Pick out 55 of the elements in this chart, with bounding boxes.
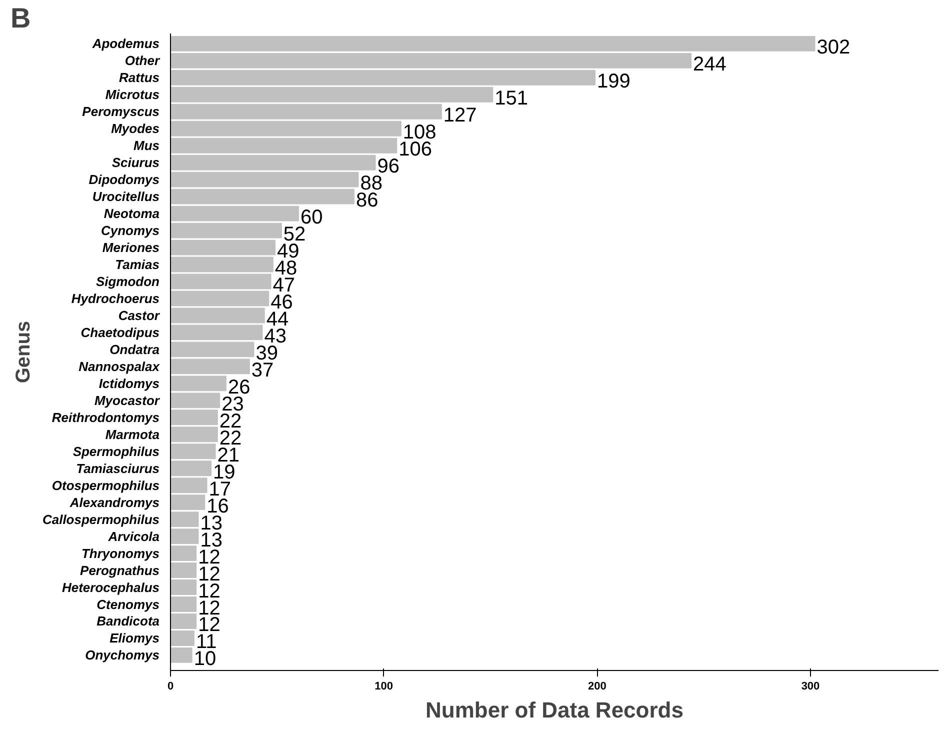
y-tick-label: Rattus <box>119 70 160 86</box>
data-label: 302 <box>816 36 850 59</box>
y-tick-label: Microtus <box>105 87 160 102</box>
y-tick-label: Sciurus <box>112 155 160 170</box>
data-label: 244 <box>693 54 726 76</box>
y-tick-label: Chaetodipus <box>80 324 160 340</box>
y-tick-label: Reithrodontomys <box>52 410 160 425</box>
y-tick-label: Urocitellus <box>92 189 160 204</box>
y-tick-label: Spermophilus <box>72 444 160 459</box>
y-tick-label: Meriones <box>102 240 160 256</box>
y-tick-label: Tamiasciurus <box>76 460 160 476</box>
y-tick-label: Perognathus <box>80 562 160 578</box>
y-tick-label: Callospermophilus <box>42 512 160 527</box>
y-tick-label: Cynomys <box>100 223 160 238</box>
y-tick-label: Ictidomys <box>98 376 160 391</box>
y-tick-label: Tamias <box>115 257 160 272</box>
x-tick-label: 100 <box>374 680 394 692</box>
y-tick-label: Eliomys <box>110 630 160 646</box>
data-label: 86 <box>356 190 378 212</box>
y-tick-label: Marmota <box>105 426 160 442</box>
y-tick-label: Neotoma <box>104 206 160 222</box>
data-label: 127 <box>443 104 477 127</box>
y-tick-label: Alexandromys <box>68 494 160 510</box>
data-label: 37 <box>251 359 274 382</box>
y-axis-title: Genus <box>12 320 34 384</box>
y-tick-label: Arvicola <box>107 528 160 544</box>
x-tick-label: 300 <box>801 680 820 692</box>
y-tick-label: Ctenomys <box>96 596 160 612</box>
y-tick-label: Hydrochoerus <box>71 290 160 306</box>
x-axis-title: Number of Data Records <box>426 698 684 722</box>
y-tick-label: Bandicota <box>96 614 160 629</box>
y-tick-label: Castor <box>118 308 160 323</box>
y-tick-label: Heterocephalus <box>62 580 160 595</box>
data-label: 10 <box>194 648 216 670</box>
y-tick-label: Apodemus <box>91 36 160 52</box>
bar <box>170 274 272 290</box>
y-tick-label: Nannospalax <box>78 358 160 374</box>
y-tick-label: Onychomys <box>85 648 160 663</box>
y-tick-label: Ondatra <box>110 342 160 357</box>
y-tick-label: Mus <box>134 138 160 154</box>
bar <box>170 290 270 306</box>
y-tick-label: Sigmodon <box>96 274 160 290</box>
data-label: 151 <box>494 88 528 110</box>
y-tick-label: Myodes <box>111 121 160 136</box>
x-tick-label: 0 <box>167 680 174 692</box>
text: B <box>10 2 31 34</box>
y-tick-label: Dipodomys <box>88 172 160 188</box>
x-tick-label: 200 <box>588 680 606 692</box>
y-tick-label: Other <box>124 53 160 68</box>
data-label: 199 <box>597 70 630 93</box>
data-label: 106 <box>398 138 432 161</box>
y-tick-label: Peromyscus <box>82 104 160 120</box>
y-tick-label: Thryonomys <box>81 546 160 561</box>
y-tick-label: Otospermophilus <box>52 478 160 493</box>
y-tick-label: Myocastor <box>94 392 160 408</box>
